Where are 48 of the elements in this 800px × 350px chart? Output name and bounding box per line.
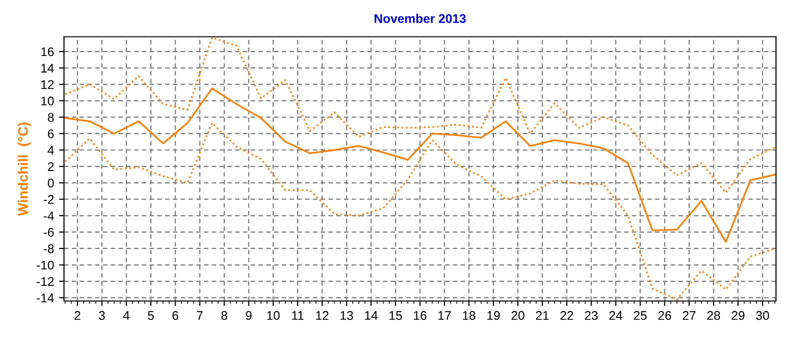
y-tick-label: -6: [44, 228, 54, 237]
x-tick-label: 16: [414, 311, 426, 320]
y-tick-label: -12: [36, 277, 54, 286]
y-tick-label: -2: [44, 195, 54, 204]
x-tick-label: 17: [438, 311, 451, 320]
x-tick-label: 22: [560, 311, 574, 320]
x-tick-label: 19: [487, 311, 500, 320]
x-tick-label: 13: [340, 311, 353, 320]
x-tick-label: 20: [512, 311, 524, 320]
x-tick-label: 6: [172, 311, 178, 320]
y-tick-label: -8: [44, 244, 54, 254]
y-tick-label: 14: [41, 64, 54, 72]
x-tick-label: 29: [732, 311, 744, 320]
x-tick-label: 5: [148, 311, 154, 320]
x-tick-label: 24: [609, 311, 622, 320]
x-tick-label: 3: [98, 311, 105, 320]
x-tick-label: 4: [123, 311, 130, 320]
y-tick-label: -14: [36, 294, 54, 302]
chart-title: November 2013: [374, 14, 466, 23]
x-tick-label: 30: [756, 311, 770, 320]
y-tick-label: 6: [48, 129, 54, 138]
x-tick-label: 25: [634, 311, 647, 320]
x-tick-label: 10: [267, 311, 280, 320]
x-tick-label: 26: [658, 311, 672, 320]
x-tick-label: 9: [246, 311, 252, 320]
x-tick-label: 15: [390, 311, 402, 320]
y-tick-label: 10: [41, 96, 54, 106]
x-tick-label: 12: [316, 311, 328, 320]
y-tick-label: -4: [44, 212, 54, 220]
x-tick-label: 23: [584, 311, 598, 320]
x-tick-label: 21: [536, 311, 549, 320]
line-series: [64, 88, 776, 243]
y-tick-label: 2: [48, 162, 54, 171]
y-tick-label: 16: [41, 47, 54, 56]
x-tick-label: 8: [221, 311, 228, 320]
y-tick-label: 0: [48, 178, 54, 188]
y-tick-label: -10: [36, 260, 54, 270]
x-tick-label: 27: [682, 311, 696, 320]
x-tick-label: 11: [292, 311, 304, 320]
x-tick-label: 7: [196, 311, 203, 320]
x-tick-label: 18: [462, 311, 476, 320]
x-tick-label: 2: [74, 311, 80, 320]
x-tick-label: 14: [365, 311, 378, 320]
y-tick-label: 12: [41, 80, 54, 89]
x-tick-label: 28: [707, 311, 720, 320]
y-tick-label: 4: [48, 146, 54, 155]
y-tick-label: 8: [48, 112, 54, 122]
y-axis-title: Windchill (°C): [18, 122, 31, 216]
